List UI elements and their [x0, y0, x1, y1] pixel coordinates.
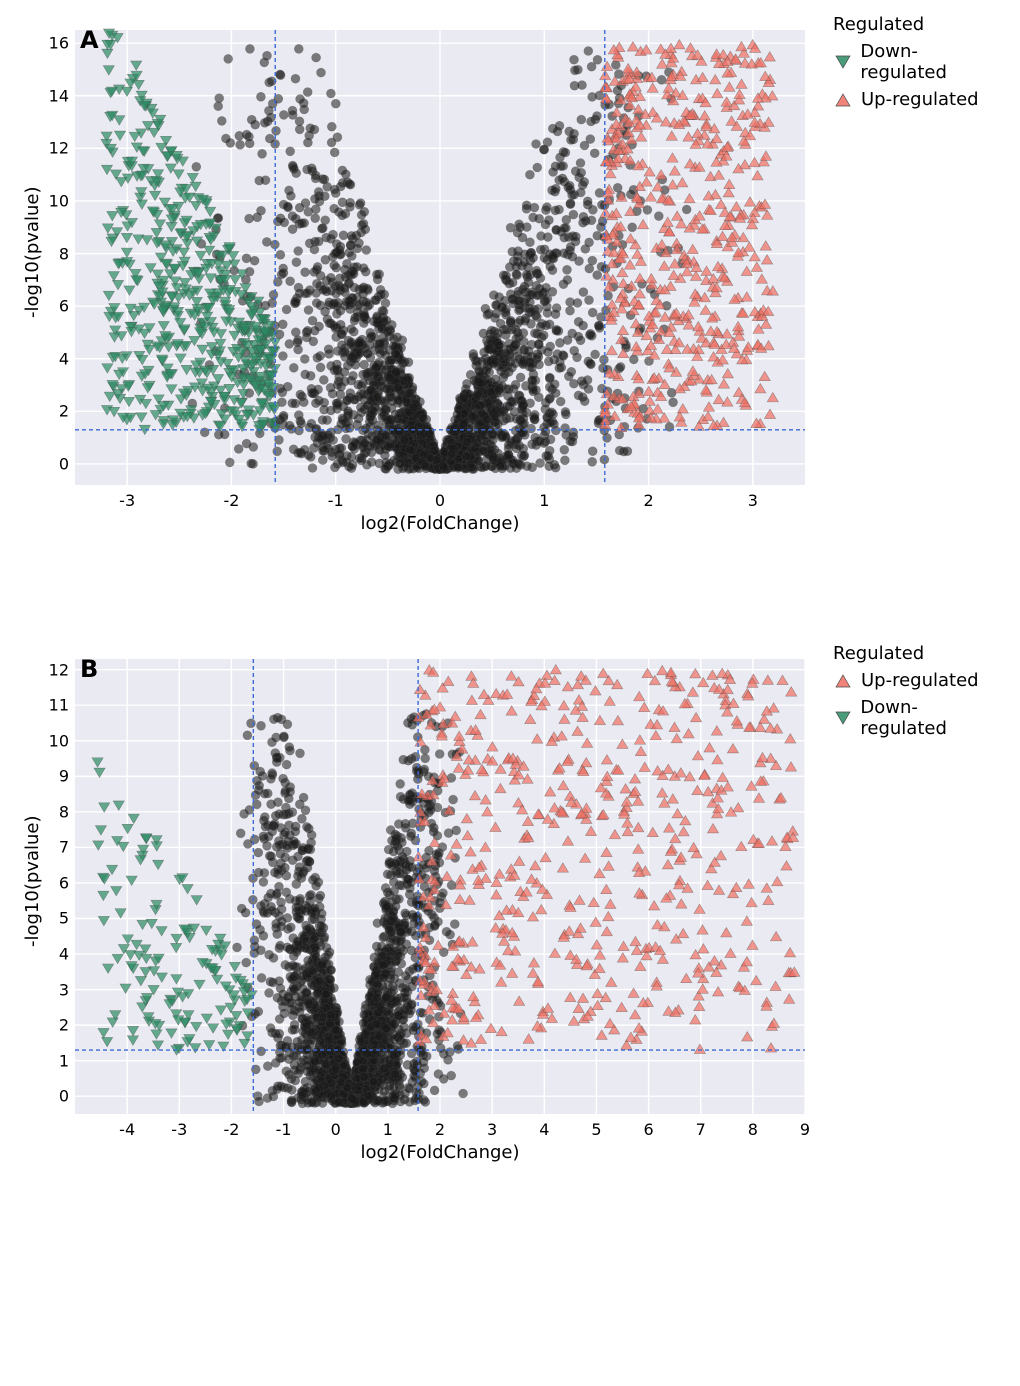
figure: A -log10(pvalue) log2(FoldChange) -3-2-1…	[20, 20, 1000, 1158]
panelA-legend-item: Down-regulated	[833, 41, 1000, 83]
panelB-xtick: 5	[591, 1120, 601, 1139]
panelA-legend-label: Down-regulated	[860, 41, 1000, 83]
panelA-ytick: 12	[49, 139, 69, 158]
panelB-legend-label: Up-regulated	[861, 670, 979, 691]
panelB-xtick: 8	[748, 1120, 758, 1139]
panel-b-legend-items: Up-regulated Down-regulated	[833, 670, 1000, 739]
panelB-ytick: 5	[59, 909, 69, 928]
panel-a-legend: Regulated Down-regulated Up-regulated	[833, 14, 1000, 116]
panelB-ytick: 8	[59, 802, 69, 821]
panelB-legend-item: Down-regulated	[833, 697, 1000, 739]
panelA-ytick: 2	[59, 402, 69, 421]
panelB-xtick: 7	[696, 1120, 706, 1139]
panelA-xtick: 0	[435, 491, 445, 510]
panelB-ytick: 4	[59, 945, 69, 964]
panel-a-ticks: -3-2-101230246810121416	[20, 20, 815, 525]
panel-b-legend: Regulated Up-regulated Down-regulated	[833, 643, 1000, 745]
panelA-xtick: -1	[328, 491, 344, 510]
panelA-ytick: 10	[49, 191, 69, 210]
panelB-ytick: 1	[59, 1051, 69, 1070]
panelA-xtick: 2	[643, 491, 653, 510]
panelB-xtick: -3	[171, 1120, 187, 1139]
panelB-xtick: -2	[223, 1120, 239, 1139]
panelA-ytick: 8	[59, 244, 69, 263]
panelB-ytick: 12	[49, 660, 69, 679]
panelB-xtick: 1	[383, 1120, 393, 1139]
panel-a-plotbox: A -log10(pvalue) log2(FoldChange) -3-2-1…	[20, 20, 815, 529]
panel-a-legend-items: Down-regulated Up-regulated	[833, 41, 1000, 110]
panelB-xtick: 9	[800, 1120, 810, 1139]
panelB-ytick: 10	[49, 731, 69, 750]
panelB-xtick: -1	[276, 1120, 292, 1139]
panelB-xtick: 3	[487, 1120, 497, 1139]
panelA-xtick: -2	[223, 491, 239, 510]
panelB-legend-label: Down-regulated	[860, 697, 1000, 739]
panelB-xtick: 2	[435, 1120, 445, 1139]
panelB-ytick: 0	[59, 1087, 69, 1106]
panelA-ytick: 4	[59, 349, 69, 368]
panelA-legend-label: Up-regulated	[861, 89, 979, 110]
panel-b-plotbox: B -log10(pvalue) log2(FoldChange) -4-3-2…	[20, 649, 815, 1158]
panelB-ytick: 7	[59, 838, 69, 857]
panel-a-legend-title: Regulated	[833, 14, 1000, 35]
panel-b-ticks: -4-3-2-101234567890123456789101112	[20, 649, 815, 1154]
panelB-xtick: 4	[539, 1120, 549, 1139]
panelB-legend-item: Up-regulated	[833, 670, 1000, 691]
panelB-ytick: 11	[49, 696, 69, 715]
panelA-xtick: -3	[119, 491, 135, 510]
panelB-ytick: 3	[59, 980, 69, 999]
panelA-xtick: 1	[539, 491, 549, 510]
panel-a: A -log10(pvalue) log2(FoldChange) -3-2-1…	[20, 20, 1000, 529]
panelB-ytick: 9	[59, 767, 69, 786]
panelB-ytick: 6	[59, 873, 69, 892]
panelA-legend-item: Up-regulated	[833, 89, 1000, 110]
panel-b-legend-title: Regulated	[833, 643, 1000, 664]
panelA-ytick: 6	[59, 297, 69, 316]
panelA-xtick: 3	[748, 491, 758, 510]
panelB-xtick: 6	[643, 1120, 653, 1139]
panelA-ytick: 0	[59, 454, 69, 473]
panelB-xtick: 0	[331, 1120, 341, 1139]
panelB-xtick: -4	[119, 1120, 135, 1139]
panel-b: B -log10(pvalue) log2(FoldChange) -4-3-2…	[20, 649, 1000, 1158]
panelA-ytick: 16	[49, 34, 69, 53]
panelA-ytick: 14	[49, 86, 69, 105]
panelB-ytick: 2	[59, 1016, 69, 1035]
